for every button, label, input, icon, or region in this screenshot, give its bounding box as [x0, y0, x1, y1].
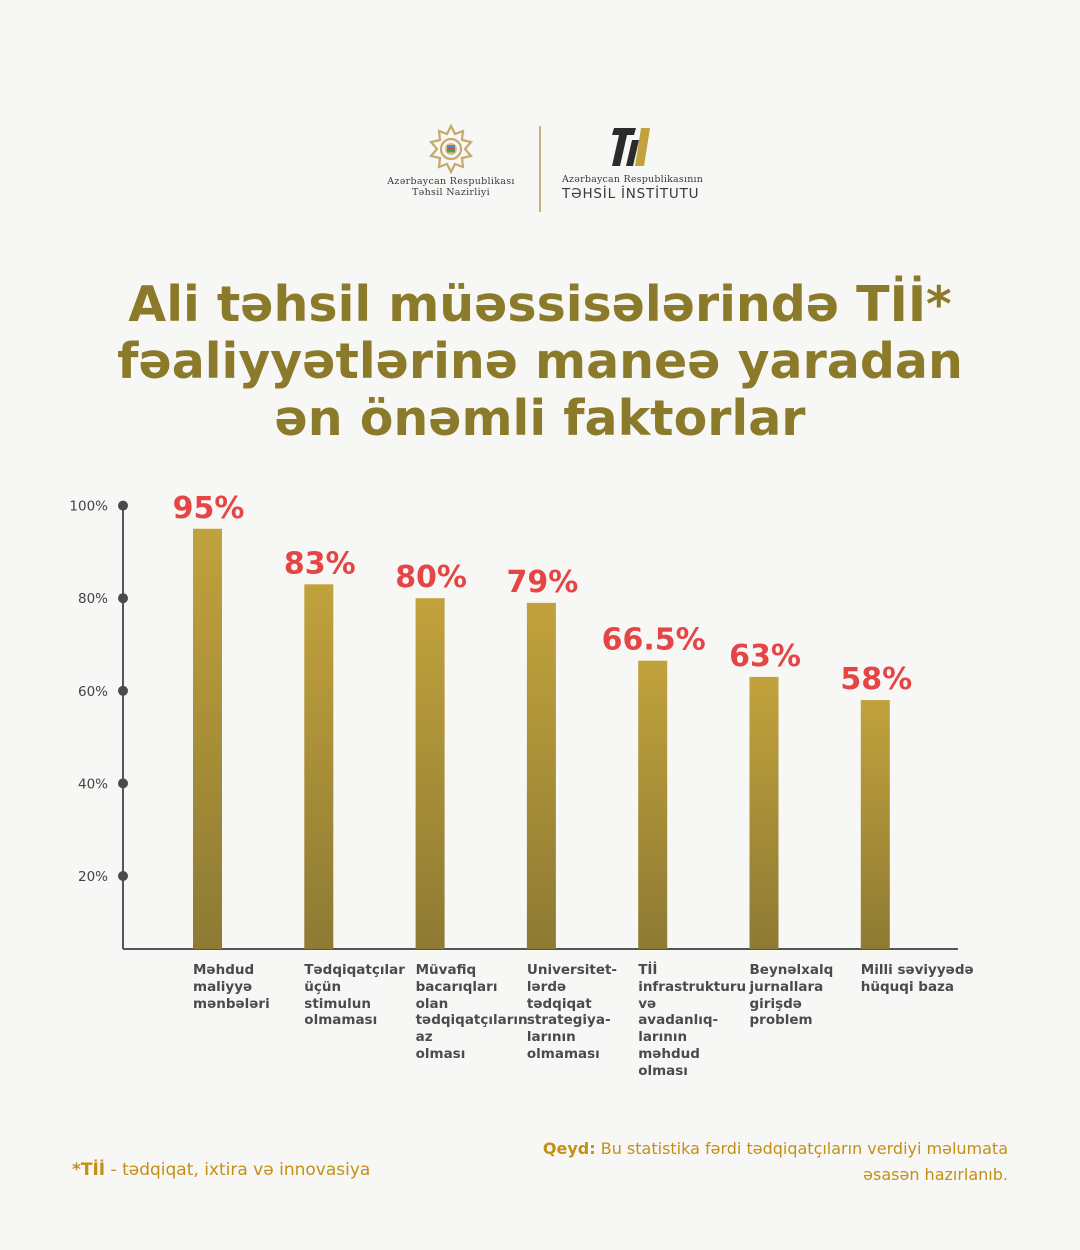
bar [526, 602, 556, 949]
abbreviation-note: *Tİİ - tədqiqat, ixtira və innovasiya [72, 1160, 370, 1180]
bar-value-label: 83% [284, 546, 356, 581]
title-line: Ali təhsil müəssisələrində Tİİ* [128, 276, 952, 333]
page-title: Ali təhsil müəssisələrində Tİİ* fəaliyyə… [0, 276, 1080, 447]
ministry-emblem-icon [428, 123, 474, 175]
y-tick-label: 60% [78, 684, 108, 700]
bar [638, 660, 668, 949]
note-text: Bu statistika fərdi tədqiqatçıların verd… [595, 1139, 1008, 1184]
category-label-line: hüquqi baza [860, 978, 955, 995]
category-label-line: Müvafiq [415, 962, 477, 978]
category-label-line: infrastrukturu [638, 978, 747, 995]
category-label-line: olmaması [304, 1012, 378, 1029]
bar [860, 700, 890, 949]
abbreviation-definition: - tədqiqat, ixtira və innovasiya [105, 1160, 371, 1180]
category-label: Milli səviyyədə hüquqi baza [861, 962, 981, 996]
bar [749, 676, 779, 949]
bar-value-label: 58% [840, 662, 912, 697]
y-tick-label: 20% [78, 869, 108, 885]
y-tick-marker [118, 778, 128, 789]
category-label-line: tədqiqat [526, 995, 592, 1012]
y-tick-marker [118, 593, 128, 604]
category-label-line: üçün [304, 978, 342, 995]
abbreviation-term: *Tİİ [72, 1160, 106, 1180]
institute-mark-icon [612, 128, 650, 166]
bar [304, 584, 334, 949]
bar-chart: 100% 80% 60% 40% 20% 95% 83% 80% 79% 66.5% 63% 58% [69, 491, 958, 950]
category-label-line: Tədqiqatçılar [304, 962, 405, 978]
y-tick-marker [118, 685, 128, 696]
category-label-line: maliyyə [193, 978, 253, 995]
category-label-line: larının [638, 1029, 688, 1046]
source-note: Qeyd: Bu statistika fərdi tədqiqatçıları… [538, 1136, 1008, 1188]
category-label-line: larının [526, 1029, 576, 1046]
category-label-line: tədqiqatçıların [415, 1012, 528, 1029]
bar-value-label: 95% [173, 491, 245, 526]
category-label-line: olan [415, 995, 449, 1012]
title-line: fəaliyyətlərinə maneə yaradan [117, 333, 963, 390]
category-label: Beynəlxalq jurnallara girişdə problem [750, 962, 870, 1029]
category-label-line: bacarıqları [415, 978, 498, 995]
y-tick-marker [118, 871, 128, 881]
category-label: Məhdud maliyyə mənbələri [193, 962, 313, 1012]
category-label-line: problem [749, 1012, 813, 1029]
category-label-line: Tİİ [638, 962, 658, 978]
bar [193, 528, 222, 949]
institute-name-line2: TƏHSİL İNSTİTUTU [562, 186, 700, 202]
category-label-line: jurnallara [749, 978, 824, 995]
category-label-line: stimulun [304, 995, 371, 1012]
y-tick-label: 100% [69, 499, 108, 515]
category-label: Tİİ infrastrukturu və avadanlıq-larının məhd… [638, 962, 758, 1080]
y-tick-marker [118, 500, 128, 511]
category-label-line: lərdə [526, 978, 567, 995]
category-label-line: Məhdud [193, 962, 255, 978]
category-label-line: mənbələri [193, 995, 270, 1012]
bar [415, 598, 445, 949]
category-label-line: avadanlıq- [638, 1012, 719, 1029]
ministry-name-line2: Təhsil Nazirliyi [412, 187, 490, 198]
category-label: Tədqiqatçılar üçün stimulun olmaması [304, 962, 424, 1029]
category-label-line: Milli səviyyədə [860, 962, 974, 978]
institute-logo: Azərbaycan Respublikasının TƏHSİL İNSTİT… [562, 124, 722, 202]
category-label-line: olması [415, 1045, 466, 1062]
category-label-line: olması [638, 1062, 688, 1079]
logo-divider [539, 126, 541, 212]
note-label: Qeyd: [542, 1139, 596, 1158]
category-label: Universitet-lərdə tədqiqat strategiya-ları… [527, 962, 647, 1063]
bar-value-label: 63% [729, 639, 801, 674]
bar-value-label: 79% [506, 565, 578, 600]
category-label-line: Universitet- [526, 962, 618, 978]
bar-value-label: 80% [395, 560, 467, 595]
y-tick-label: 80% [78, 591, 108, 607]
category-label-line: olmaması [526, 1045, 600, 1062]
y-tick-label: 40% [78, 776, 108, 792]
category-label-line: strategiya- [526, 1012, 611, 1029]
category-label: Müvafiq bacarıqları olan tədqiqatçıların az o… [416, 962, 536, 1063]
title-line: ən önəmli faktorlar [274, 390, 806, 447]
category-label-line: Beynəlxalq [749, 962, 834, 978]
category-label-line: girişdə [749, 995, 802, 1012]
institute-name-line1: Azərbaycan Respublikasının [562, 174, 704, 185]
bar-value-label: 66.5% [602, 623, 706, 658]
header: Azərbaycan Respublikası Təhsil Nazirliyi… [0, 122, 1080, 212]
category-label-line: az [415, 1029, 433, 1046]
category-label-line: və [638, 995, 657, 1012]
category-label-line: məhdud [638, 1045, 700, 1062]
ministry-logo: Azərbaycan Respublikası Təhsil Nazirliyi [376, 122, 526, 198]
ministry-name-line1: Azərbaycan Respublikası [387, 176, 515, 187]
